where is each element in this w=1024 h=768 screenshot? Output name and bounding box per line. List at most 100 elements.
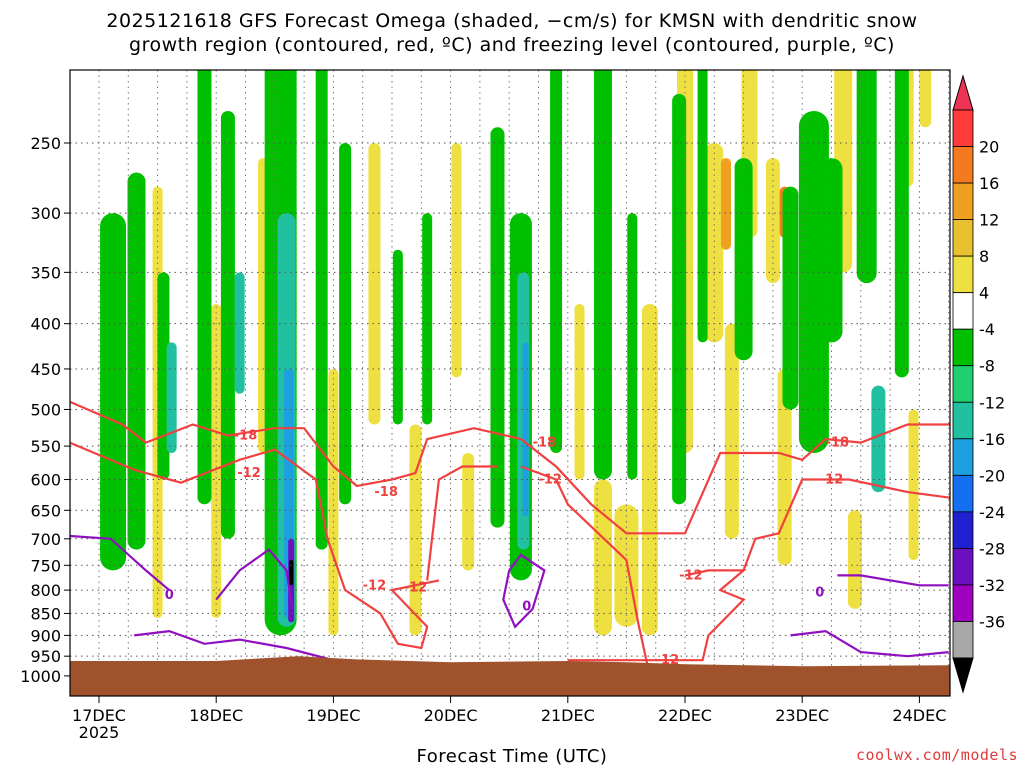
contour-label: 0 bbox=[522, 600, 531, 615]
omega-negative-cell bbox=[871, 385, 886, 493]
omega-negative-cell bbox=[197, 70, 212, 505]
colorbar-segment bbox=[952, 511, 974, 549]
omega-positive-cell bbox=[641, 303, 658, 636]
contour-label: -12 bbox=[237, 466, 261, 481]
omega-negative-cell bbox=[157, 272, 170, 480]
x-tick-label: 20DEC bbox=[424, 706, 478, 725]
colorbar-segment bbox=[952, 219, 974, 257]
colorbar-tick-label: 4 bbox=[979, 284, 989, 303]
y-tick-label: 500 bbox=[30, 400, 61, 419]
x-tick-label: 24DEC bbox=[892, 706, 946, 725]
contour-line bbox=[502, 553, 546, 629]
contour-line bbox=[134, 629, 334, 662]
colorbar-tick-label: -16 bbox=[979, 430, 1005, 449]
colorbar-segment bbox=[952, 365, 974, 403]
colorbar-tick-label: -8 bbox=[979, 357, 995, 376]
x-tick-label: 17DEC bbox=[72, 706, 126, 725]
contour-label: -18 bbox=[533, 436, 557, 451]
omega-positive-core bbox=[721, 158, 732, 250]
colorbar: 20 16 12 8 4 -4 -8 -12 -16 -20 -24 -28 -32 -36 bbox=[952, 74, 1005, 694]
omega-negative-cell bbox=[522, 342, 529, 517]
omega-positive-cell bbox=[451, 143, 462, 378]
contour-label: -18 bbox=[234, 428, 258, 443]
y-tick-label: 700 bbox=[30, 530, 61, 549]
colorbar-tick-label: 12 bbox=[979, 211, 999, 230]
omega-negative-cell bbox=[220, 110, 235, 539]
omega-positive-cell bbox=[593, 479, 612, 636]
x-tick-label: 22DEC bbox=[658, 706, 712, 725]
colorbar-segment bbox=[952, 328, 974, 367]
y-tick-label: 1000 bbox=[20, 667, 61, 686]
chart-title-line1: 2025121618 GFS Forecast Omega (shaded, −… bbox=[106, 10, 918, 32]
omega-negative-cell bbox=[782, 186, 799, 410]
colorbar-tick-label: -32 bbox=[979, 576, 1005, 595]
contour-label: -18 bbox=[826, 436, 850, 451]
x-axis-label: Forecast Time (UTC) bbox=[416, 746, 608, 767]
omega-positive-cell bbox=[847, 510, 862, 609]
contour-label: -12 bbox=[820, 473, 844, 488]
omega-positive-cell bbox=[368, 143, 381, 425]
contour-label: -12 bbox=[679, 568, 703, 583]
omega-negative-cell bbox=[234, 272, 245, 394]
colorbar-tick-label: -12 bbox=[979, 393, 1005, 412]
contour-label: -18 bbox=[374, 485, 398, 500]
omega-positive-cell bbox=[462, 453, 475, 571]
omega-negative-cell bbox=[315, 70, 328, 550]
contour-line bbox=[520, 465, 651, 677]
colorbar-tick-label: -20 bbox=[979, 466, 1005, 485]
contour-line bbox=[426, 465, 498, 581]
omega-negative-cell bbox=[289, 560, 294, 586]
y-tick-label: 800 bbox=[30, 581, 61, 600]
y-tick-label: 400 bbox=[30, 315, 61, 334]
colorbar-segment bbox=[952, 146, 974, 184]
omega-positive-cell bbox=[705, 143, 724, 343]
omega-negative-cell bbox=[627, 213, 638, 480]
omega-positive-cell bbox=[409, 424, 422, 636]
colorbar-min-arrow bbox=[952, 657, 974, 694]
y-tick-label: 550 bbox=[30, 437, 61, 456]
contour-line bbox=[215, 548, 294, 610]
credit-text: coolwx.com/models bbox=[855, 746, 1018, 764]
y-tick-label: 250 bbox=[30, 134, 61, 153]
omega-negative-cell bbox=[856, 70, 877, 284]
colorbar-tick-label: 16 bbox=[979, 174, 999, 193]
omega-positive-cell bbox=[777, 368, 792, 566]
grid-lines bbox=[70, 70, 950, 696]
contour-line bbox=[790, 629, 949, 658]
x-axis: 17DEC 18DEC 19DEC 20DEC 21DEC 22DEC 23DEC 24DEC… bbox=[72, 696, 946, 742]
y-tick-label: 350 bbox=[30, 263, 61, 282]
omega-positive-cell bbox=[908, 409, 919, 561]
colorbar-tick-label: -4 bbox=[979, 320, 995, 339]
colorbar-segment bbox=[952, 438, 974, 476]
x-tick-label: 18DEC bbox=[189, 706, 243, 725]
x-tick-label: 19DEC bbox=[306, 706, 360, 725]
omega-negative-cell bbox=[894, 70, 909, 378]
colorbar-segment bbox=[952, 292, 974, 330]
contour-line bbox=[70, 534, 171, 591]
colorbar-segment bbox=[952, 255, 974, 294]
contour-line bbox=[70, 400, 950, 535]
y-tick-label: 600 bbox=[30, 471, 61, 490]
y-tick-label: 750 bbox=[30, 556, 61, 575]
contour-label: -12 bbox=[404, 581, 428, 596]
terrain-fill bbox=[70, 656, 950, 696]
colorbar-segment bbox=[952, 109, 974, 147]
x-year-label: 2025 bbox=[79, 723, 120, 742]
contour-label: -12 bbox=[538, 473, 562, 488]
omega-negative-cell bbox=[550, 70, 563, 454]
y-tick-label: 850 bbox=[30, 604, 61, 623]
omega-negative-cell bbox=[490, 127, 505, 528]
contour-line bbox=[837, 574, 949, 587]
omega-negative-cell bbox=[422, 213, 433, 425]
colorbar-max-arrow bbox=[952, 74, 974, 111]
contour-line bbox=[742, 478, 950, 571]
y-tick-label: 450 bbox=[30, 360, 61, 379]
omega-negative-cell bbox=[127, 172, 146, 550]
colorbar-segment bbox=[952, 584, 974, 622]
y-tick-label: 300 bbox=[30, 204, 61, 223]
contour-label: 0 bbox=[815, 586, 824, 601]
colorbar-tick-label: -24 bbox=[979, 503, 1005, 522]
x-tick-label: 21DEC bbox=[541, 706, 595, 725]
colorbar-segment bbox=[952, 621, 974, 659]
